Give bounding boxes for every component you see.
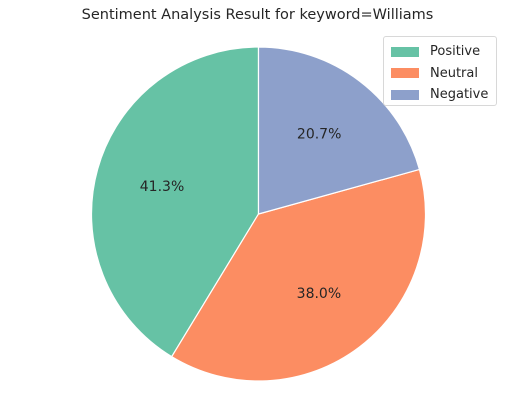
slice-label-positive: 41.3% [140, 179, 184, 195]
pie-slice-negative [257, 46, 421, 215]
chart-legend: Positive Neutral Negative [383, 36, 497, 106]
slice-label-neutral: 38.0% [297, 286, 341, 302]
chart-title: Sentiment Analysis Result for keyword=Wi… [81, 7, 434, 23]
legend-swatch-neutral [391, 68, 419, 79]
legend-swatch-negative [391, 89, 419, 100]
legend-item-positive: Positive [391, 41, 489, 63]
legend-item-negative: Negative [391, 84, 489, 106]
pie-slice-neutral [171, 168, 427, 382]
legend-label-negative: Negative [430, 87, 489, 103]
legend-label-positive: Positive [430, 44, 481, 60]
pie-slice-positive [90, 46, 260, 358]
legend-label-neutral: Neutral [430, 65, 478, 81]
legend-item-neutral: Neutral [391, 63, 489, 85]
slice-label-negative: 20.7% [297, 126, 341, 142]
legend-swatch-positive [391, 46, 419, 57]
